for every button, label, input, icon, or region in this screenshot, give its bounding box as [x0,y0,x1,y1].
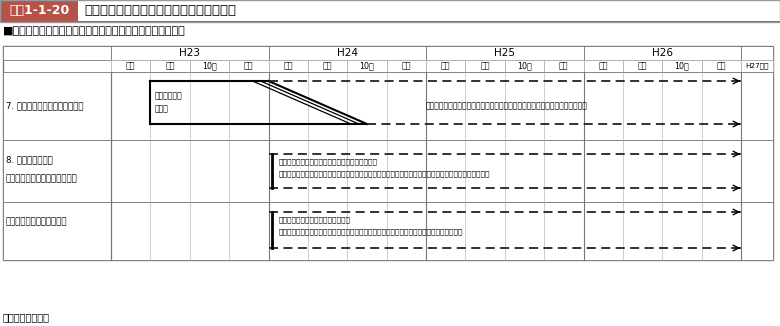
Bar [3,72,773,140]
Text: １月: １月 [244,62,254,70]
Bar [387,60,426,72]
Bar [741,46,773,60]
Bar [268,60,308,72]
Bar [151,60,190,72]
Text: （２）土地区画整理事業: （２）土地区画整理事業 [6,218,68,227]
Text: 10月: 10月 [360,62,374,70]
Bar [505,60,544,72]
Text: 集団移転促進事業計画の策定，住民の合意形成等の事業化に向けた準備が整った地区において事業に着手: 集団移転促進事業計画の策定，住民の合意形成等の事業化に向けた準備が整った地区にお… [278,171,490,177]
Bar [662,60,702,72]
Text: 集団移転促進事業計画案作成に向けた調査を開始: 集団移転促進事業計画案作成に向けた調査を開始 [278,159,378,165]
Bar [544,60,583,72]
Text: ４月: ４月 [441,62,450,70]
Text: の策定: の策定 [154,104,168,113]
Bar [111,46,268,60]
Text: １月: １月 [717,62,726,70]
Bar [426,46,583,60]
Text: H25: H25 [495,48,516,58]
Bar [3,140,773,202]
Bar [78,0,780,21]
Bar [3,46,773,260]
Text: H26: H26 [652,48,672,58]
Text: 住宅復興計画: 住宅復興計画 [154,92,182,100]
Bar [0,0,780,22]
Bar [623,60,662,72]
Bar [466,60,505,72]
Bar [583,60,623,72]
Text: ７月: ７月 [638,62,647,70]
Bar [702,60,741,72]
Bar [583,46,741,60]
Bar [3,46,111,60]
Text: ４月: ４月 [126,62,136,70]
Text: 10月: 10月 [202,62,217,70]
Text: 復興施策に関する国の事業計画及び工程表: 復興施策に関する国の事業計画及び工程表 [84,5,236,18]
Bar [111,60,151,72]
Bar [347,60,387,72]
Text: 出典：復興庁資料: 出典：復興庁資料 [3,312,50,322]
Text: ７月: ７月 [323,62,332,70]
Bar [308,60,347,72]
Bar [426,60,466,72]
Text: 図表1-1-20: 図表1-1-20 [9,5,69,18]
Text: H24: H24 [337,48,358,58]
Text: ７月: ７月 [480,62,490,70]
Bar [0,0,780,22]
Text: ４月: ４月 [598,62,608,70]
Bar [229,60,268,72]
Text: 具体的な計画が決まったものから順次，用地取得，設計，工事着手，管理開始: 具体的な計画が決まったものから順次，用地取得，設計，工事着手，管理開始 [426,101,588,111]
Text: １月: １月 [559,62,569,70]
Text: H27以降: H27以降 [745,63,769,69]
Text: 10月: 10月 [517,62,532,70]
Bar [741,60,773,72]
Text: ■工程表の例（宮城県石巻市の復興住宅，復興まちづくり）: ■工程表の例（宮城県石巻市の復興住宅，復興まちづくり） [3,26,186,36]
Text: 事業計画の決定，住民の合意形成等の事業化に向けた準備が整った地区において事業に着手: 事業計画の決定，住民の合意形成等の事業化に向けた準備が整った地区において事業に着… [278,229,463,235]
Bar [190,60,229,72]
Text: 事業計画案作成に向けた調査を開始: 事業計画案作成に向けた調査を開始 [278,217,350,223]
Text: （１）防災集団移転促進事業: （１）防災集団移転促進事業 [6,174,78,183]
Text: ４月: ４月 [283,62,293,70]
Text: １月: １月 [402,62,411,70]
Text: H23: H23 [179,48,200,58]
Text: 8. 復興まちづくり: 8. 復興まちづくり [6,156,53,164]
Text: 10月: 10月 [675,62,690,70]
Text: 7. 復興住宅（災害公営住宅等）: 7. 復興住宅（災害公営住宅等） [6,101,83,111]
Bar [268,46,426,60]
Text: ７月: ７月 [165,62,175,70]
Bar [3,202,773,260]
